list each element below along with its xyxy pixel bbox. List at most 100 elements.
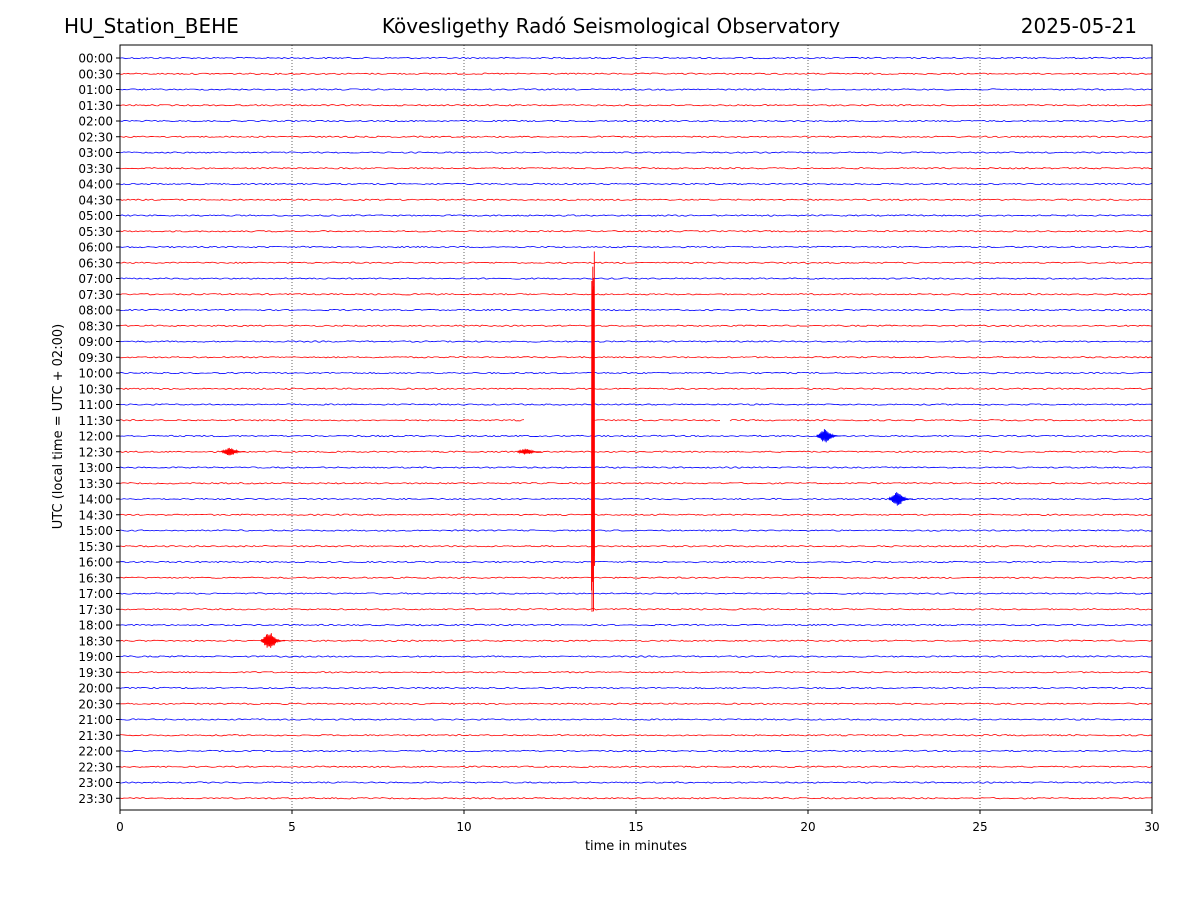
x-axis-label: time in minutes	[585, 839, 687, 854]
y-tick-label: 03:00	[78, 146, 113, 160]
y-tick-label: 11:00	[78, 398, 113, 412]
trace-2130	[119, 734, 1153, 737]
y-tick-label: 17:30	[78, 603, 113, 617]
trace-2200	[119, 749, 1153, 753]
trace-1230	[119, 450, 1153, 453]
trace-1330	[119, 482, 1153, 485]
y-tick-label: 12:00	[78, 430, 113, 444]
trace-1830	[119, 639, 1153, 642]
trace-1630	[119, 576, 1153, 579]
seismic-event	[517, 448, 542, 455]
y-tick-label: 17:00	[78, 587, 113, 601]
y-tick-label: 14:30	[78, 508, 113, 522]
station-label: HU_Station_BEHE	[64, 14, 239, 38]
y-tick-label: 15:30	[78, 540, 113, 554]
y-tick-label: 13:30	[78, 477, 113, 491]
y-tick-label: 04:30	[78, 193, 113, 207]
x-tick-label: 25	[972, 820, 987, 834]
trace-1900	[120, 655, 1153, 658]
y-tick-label: 07:00	[78, 272, 113, 286]
y-tick-label: 20:30	[78, 697, 113, 711]
y-tick-label: 07:30	[78, 288, 113, 302]
y-tick-label: 14:00	[78, 493, 113, 507]
trace-0030	[119, 72, 1153, 75]
seismic-event	[816, 429, 841, 443]
trace-2230	[119, 765, 1153, 768]
trace-0130	[119, 104, 1153, 107]
trace-1430	[119, 513, 1153, 516]
y-tick-label: 20:00	[78, 682, 113, 696]
y-tick-label: 16:00	[78, 556, 113, 570]
trace-0600	[119, 245, 1153, 249]
events	[221, 251, 913, 648]
trace-1030	[119, 387, 1153, 390]
trace-0100	[119, 88, 1153, 91]
trace-0400	[119, 182, 1153, 186]
trace-1000	[119, 371, 1153, 375]
trace-0200	[119, 119, 1153, 123]
trace-2300	[119, 781, 1153, 784]
y-tick-label: 18:30	[78, 634, 113, 648]
chart-title: Kövesligethy Radó Seismological Observat…	[381, 14, 841, 38]
trace-1400	[119, 497, 1153, 501]
trace-0900	[119, 340, 1153, 343]
trace-1800	[119, 623, 1153, 627]
trace-0330	[119, 167, 1153, 170]
y-tick-label: 22:00	[78, 745, 113, 759]
y-axis-label: UTC (local time = UTC + 02:00)	[51, 324, 66, 529]
trace-0800	[119, 308, 1153, 312]
y-tick-label: 04:00	[78, 178, 113, 192]
trace-0300	[119, 151, 1153, 154]
trace-1130	[119, 419, 1153, 422]
y-tick-label: 15:00	[78, 524, 113, 538]
y-tick-label: 03:30	[78, 162, 113, 176]
y-tick-label: 02:30	[78, 130, 113, 144]
trace-0430	[119, 198, 1153, 201]
trace-1600	[119, 560, 1153, 564]
trace-0700	[119, 277, 1153, 280]
y-tick-label: 08:00	[78, 304, 113, 318]
y-tick-label: 00:00	[78, 52, 113, 66]
y-tick-label: 11:30	[78, 414, 113, 428]
y-tick-label: 05:30	[78, 225, 113, 239]
trace-0930	[119, 356, 1153, 359]
trace-2030	[119, 702, 1153, 705]
trace-2330	[119, 797, 1153, 800]
seismic-event	[260, 633, 286, 648]
trace-1530	[119, 545, 1153, 548]
trace-0000	[119, 56, 1153, 60]
y-tick-label: 09:00	[78, 335, 113, 349]
trace-0500	[119, 214, 1153, 217]
trace-2100	[119, 718, 1153, 721]
y-tick-label: 18:00	[78, 619, 113, 633]
y-tick-label: 16:30	[78, 571, 113, 585]
y-tick-label: 10:30	[78, 382, 113, 396]
y-tick-label: 08:30	[78, 319, 113, 333]
y-tick-label: 13:00	[78, 461, 113, 475]
trace-2000	[119, 686, 1153, 690]
y-tick-label: 05:00	[78, 209, 113, 223]
y-tick-label: 23:30	[78, 792, 113, 806]
x-tick-label: 0	[116, 820, 124, 834]
trace-1700	[119, 592, 1153, 595]
trace-0830	[119, 324, 1153, 327]
traces	[119, 56, 1153, 800]
date-label: 2025-05-21	[1020, 14, 1137, 38]
y-tick-label: 12:30	[78, 445, 113, 459]
trace-1730	[119, 608, 1153, 611]
y-tick-label: 22:30	[78, 760, 113, 774]
y-tick-label: 23:00	[78, 776, 113, 790]
y-tick-label: 06:00	[78, 241, 113, 255]
y-tick-label: 06:30	[78, 256, 113, 270]
y-tick-label: 21:30	[78, 729, 113, 743]
x-tick-label: 20	[800, 820, 815, 834]
y-tick-label: 02:00	[78, 115, 113, 129]
trace-0230	[119, 135, 1153, 138]
y-tick-label: 19:00	[78, 650, 113, 664]
gridlines	[291, 45, 981, 810]
seismic-event	[888, 492, 913, 506]
y-tick-label: 21:00	[78, 713, 113, 727]
trace-1100	[119, 403, 1153, 406]
